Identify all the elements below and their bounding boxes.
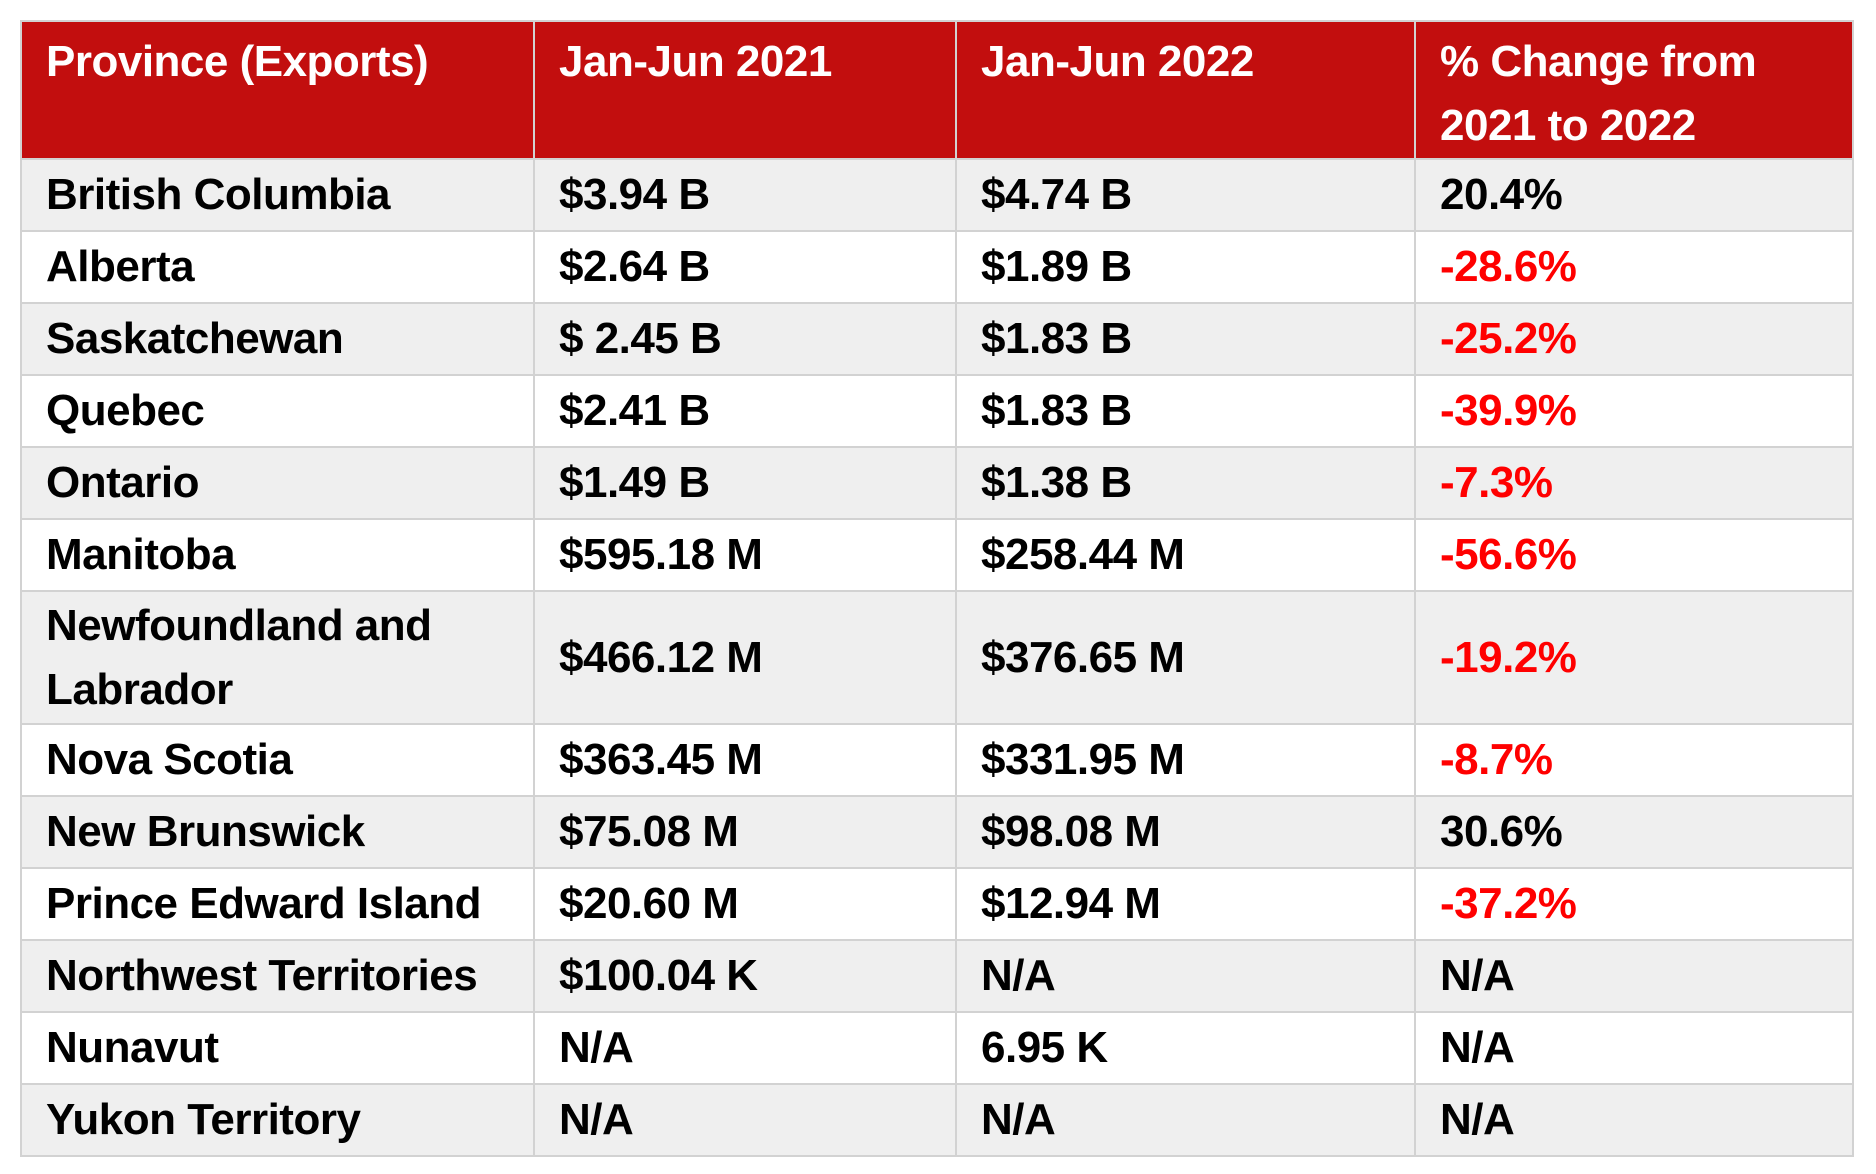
pct-change-cell: 20.4% — [1414, 158, 1854, 232]
pct-change-cell: -37.2% — [1414, 867, 1854, 941]
pct-change-cell: -19.2% — [1414, 590, 1854, 725]
pct-change-cell: -56.6% — [1414, 518, 1854, 592]
province-cell: Newfoundland and Labrador — [20, 590, 535, 725]
value-2021-cell: N/A — [533, 1011, 957, 1085]
table-row: Manitoba $595.18 M $258.44 M -56.6% — [20, 518, 1854, 592]
column-header-2022: Jan-Jun 2022 — [955, 20, 1416, 160]
table-row: Quebec $2.41 B $1.83 B -39.9% — [20, 374, 1854, 448]
province-cell: Ontario — [20, 446, 535, 520]
pct-change-cell: N/A — [1414, 939, 1854, 1013]
column-header-pct-change: % Change from 2021 to 2022 — [1414, 20, 1854, 160]
value-2021-cell: $100.04 K — [533, 939, 957, 1013]
value-2021-cell: $2.41 B — [533, 374, 957, 448]
value-2021-cell: $ 2.45 B — [533, 302, 957, 376]
pct-change-cell: N/A — [1414, 1083, 1854, 1157]
value-2021-cell: N/A — [533, 1083, 957, 1157]
table-body: British Columbia $3.94 B $4.74 B 20.4% A… — [20, 158, 1854, 1157]
province-cell: British Columbia — [20, 158, 535, 232]
value-2021-cell: $2.64 B — [533, 230, 957, 304]
pct-change-cell: -7.3% — [1414, 446, 1854, 520]
province-cell: Nunavut — [20, 1011, 535, 1085]
value-2021-cell: $3.94 B — [533, 158, 957, 232]
province-cell: Saskatchewan — [20, 302, 535, 376]
province-cell: New Brunswick — [20, 795, 535, 869]
pct-change-cell: -28.6% — [1414, 230, 1854, 304]
province-cell: Northwest Territories — [20, 939, 535, 1013]
table-row: Saskatchewan $ 2.45 B $1.83 B -25.2% — [20, 302, 1854, 376]
pct-change-cell: -25.2% — [1414, 302, 1854, 376]
table-row: Northwest Territories $100.04 K N/A N/A — [20, 939, 1854, 1013]
value-2021-cell: $595.18 M — [533, 518, 957, 592]
value-2022-cell: N/A — [955, 1083, 1416, 1157]
value-2022-cell: $4.74 B — [955, 158, 1416, 232]
table-row: Nova Scotia $363.45 M $331.95 M -8.7% — [20, 723, 1854, 797]
pct-change-cell: -39.9% — [1414, 374, 1854, 448]
table-row: Nunavut N/A 6.95 K N/A — [20, 1011, 1854, 1085]
table-row: Alberta $2.64 B $1.89 B -28.6% — [20, 230, 1854, 304]
value-2022-cell: $258.44 M — [955, 518, 1416, 592]
value-2022-cell: $12.94 M — [955, 867, 1416, 941]
value-2021-cell: $466.12 M — [533, 590, 957, 725]
pct-change-cell: N/A — [1414, 1011, 1854, 1085]
province-cell: Prince Edward Island — [20, 867, 535, 941]
table-row: British Columbia $3.94 B $4.74 B 20.4% — [20, 158, 1854, 232]
table-row: Prince Edward Island $20.60 M $12.94 M -… — [20, 867, 1854, 941]
value-2022-cell: N/A — [955, 939, 1416, 1013]
pct-change-cell: -8.7% — [1414, 723, 1854, 797]
header-row: Province (Exports) Jan-Jun 2021 Jan-Jun … — [20, 20, 1854, 160]
value-2022-cell: $331.95 M — [955, 723, 1416, 797]
value-2022-cell: $1.38 B — [955, 446, 1416, 520]
table-header: Province (Exports) Jan-Jun 2021 Jan-Jun … — [20, 20, 1854, 160]
column-header-2021: Jan-Jun 2021 — [533, 20, 957, 160]
table-row: Ontario $1.49 B $1.38 B -7.3% — [20, 446, 1854, 520]
province-cell: Manitoba — [20, 518, 535, 592]
pct-change-cell: 30.6% — [1414, 795, 1854, 869]
table-row: Yukon Territory N/A N/A N/A — [20, 1083, 1854, 1157]
value-2022-cell: $1.89 B — [955, 230, 1416, 304]
value-2022-cell: $376.65 M — [955, 590, 1416, 725]
column-header-province: Province (Exports) — [20, 20, 535, 160]
value-2021-cell: $75.08 M — [533, 795, 957, 869]
province-cell: Quebec — [20, 374, 535, 448]
table-row: Newfoundland and Labrador $466.12 M $376… — [20, 590, 1854, 725]
province-cell: Alberta — [20, 230, 535, 304]
value-2021-cell: $20.60 M — [533, 867, 957, 941]
value-2021-cell: $363.45 M — [533, 723, 957, 797]
value-2022-cell: $98.08 M — [955, 795, 1416, 869]
province-cell: Yukon Territory — [20, 1083, 535, 1157]
value-2022-cell: $1.83 B — [955, 374, 1416, 448]
value-2022-cell: 6.95 K — [955, 1011, 1416, 1085]
value-2022-cell: $1.83 B — [955, 302, 1416, 376]
value-2021-cell: $1.49 B — [533, 446, 957, 520]
table-row: New Brunswick $75.08 M $98.08 M 30.6% — [20, 795, 1854, 869]
provincial-exports-table: Province (Exports) Jan-Jun 2021 Jan-Jun … — [20, 20, 1854, 1157]
province-cell: Nova Scotia — [20, 723, 535, 797]
